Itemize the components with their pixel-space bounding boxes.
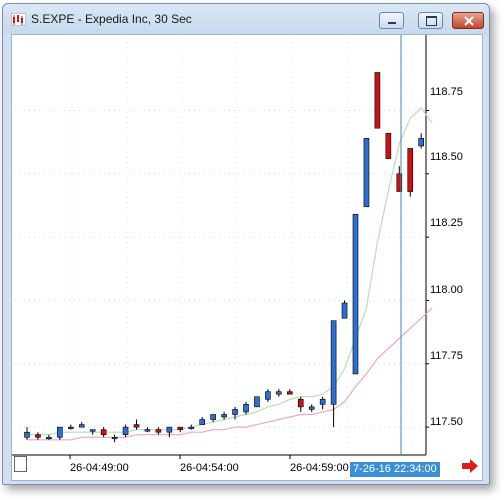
x-tick-label: 26-04:49:00	[70, 462, 129, 474]
candle-body-up	[232, 409, 238, 415]
scroll-right-arrow-icon[interactable]	[461, 459, 479, 473]
candle-body-up	[330, 320, 337, 405]
candle-body-up	[57, 426, 63, 438]
window-title: S.EXPE - Expedia Inc, 30 Sec	[31, 12, 192, 26]
maximize-icon	[426, 16, 437, 26]
chart-window: S.EXPE - Expedia Inc, 30 Sec 118.75 118.…	[2, 3, 490, 485]
candle-body-up	[166, 426, 173, 433]
candle-body-down	[286, 391, 293, 395]
maximize-button[interactable]	[418, 12, 443, 29]
candlestick-chart-icon	[11, 13, 26, 26]
minimize-button[interactable]	[379, 12, 404, 29]
candle-body-up	[363, 138, 370, 208]
y-tick-label: 118.50	[430, 151, 463, 163]
minimize-icon	[388, 22, 396, 24]
y-tick-label: 118.25	[430, 217, 463, 229]
candle-body-up	[308, 406, 315, 410]
candle-body-down	[133, 424, 140, 428]
candle-body-down	[177, 426, 184, 430]
chart-area[interactable]: 118.75 118.50 118.25 118.00 117.75 117.5…	[11, 34, 483, 481]
candle-body-down	[407, 148, 414, 192]
candle-body-up	[199, 419, 205, 425]
candle-body-down	[297, 398, 304, 408]
candle-body-up	[243, 404, 249, 413]
close-button[interactable]	[452, 12, 484, 29]
candle-body-up	[352, 214, 359, 375]
candle-body-up	[122, 426, 129, 436]
candle-body-up	[46, 436, 52, 440]
candle-body-down	[385, 132, 392, 159]
candle-body-down	[396, 173, 403, 192]
y-tick-label: 118.00	[430, 284, 463, 296]
candle-body-down	[155, 429, 162, 433]
x-tick-label: 26-04:59:00	[290, 462, 349, 474]
candle-body-down	[374, 72, 381, 129]
candle-body-up	[221, 414, 227, 418]
title-bar[interactable]: S.EXPE - Expedia Inc, 30 Sec	[3, 4, 489, 34]
moving-average-slow-line	[27, 307, 433, 441]
candle-body-down	[100, 429, 107, 436]
x-tick-label: 26-04:54:00	[180, 462, 239, 474]
candle-body-up	[418, 138, 425, 147]
candle-body-up	[24, 431, 30, 438]
candlestick-chart[interactable]	[12, 35, 482, 480]
candle-body-up	[78, 424, 85, 428]
y-tick-label: 118.75	[430, 86, 463, 98]
candle-body-up	[319, 398, 326, 405]
candle-body-up	[254, 396, 260, 408]
y-tick-label: 117.75	[430, 350, 463, 362]
candle-body-up	[341, 302, 348, 319]
y-tick-label: 117.50	[430, 416, 463, 428]
moving-average-fast-line	[27, 106, 433, 436]
close-icon	[464, 16, 474, 26]
candle-body-up	[210, 414, 216, 420]
candle-body-up	[144, 429, 151, 432]
candle-body-up	[89, 429, 96, 432]
candle-body-up	[276, 391, 282, 395]
scroll-position-box[interactable]	[14, 456, 27, 472]
candle-body-up	[67, 426, 74, 429]
cursor-time-label: 7-26-16 22:34:00	[350, 462, 440, 477]
candle-body-up	[188, 426, 195, 429]
candle-body-up	[265, 391, 271, 400]
candle-body-down	[35, 434, 41, 438]
candle-body-up	[111, 436, 118, 440]
